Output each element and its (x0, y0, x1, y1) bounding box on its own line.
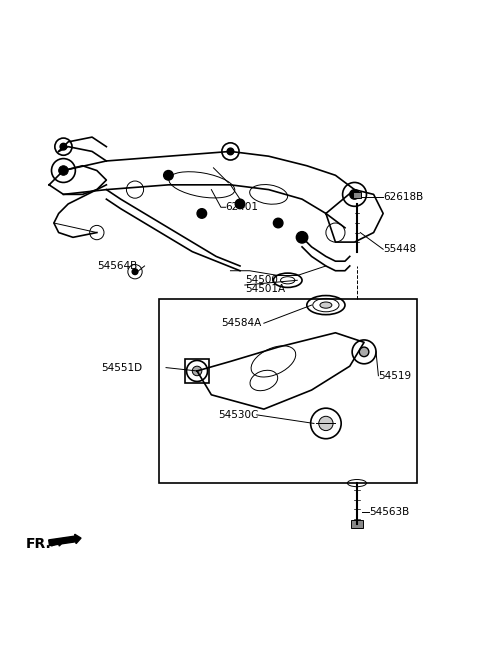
Circle shape (164, 171, 173, 180)
Circle shape (227, 148, 234, 155)
Text: 54584A: 54584A (221, 318, 261, 328)
Circle shape (296, 232, 308, 243)
Circle shape (350, 190, 360, 199)
Circle shape (132, 269, 138, 275)
Circle shape (360, 347, 369, 357)
Circle shape (319, 417, 333, 430)
FancyArrow shape (48, 534, 81, 546)
Bar (159, 299, 417, 483)
Circle shape (274, 218, 283, 228)
Text: 54551D: 54551D (102, 363, 143, 373)
Circle shape (60, 143, 67, 150)
Circle shape (59, 166, 68, 175)
Ellipse shape (320, 302, 332, 308)
Text: 54530C: 54530C (218, 410, 259, 420)
FancyBboxPatch shape (351, 520, 363, 529)
Circle shape (235, 199, 245, 209)
Text: 54564B: 54564B (97, 261, 137, 271)
Circle shape (197, 209, 206, 218)
Text: 54501A: 54501A (245, 284, 285, 295)
Text: 54500: 54500 (245, 276, 277, 285)
Text: 54519: 54519 (378, 371, 411, 380)
Text: 62618B: 62618B (383, 192, 423, 202)
Circle shape (192, 366, 202, 376)
FancyBboxPatch shape (353, 192, 361, 197)
Text: FR.: FR. (25, 537, 51, 550)
Bar (185, 359, 209, 383)
Text: 55448: 55448 (383, 244, 416, 255)
Text: 62401: 62401 (226, 202, 259, 213)
Text: 54563B: 54563B (369, 506, 409, 517)
